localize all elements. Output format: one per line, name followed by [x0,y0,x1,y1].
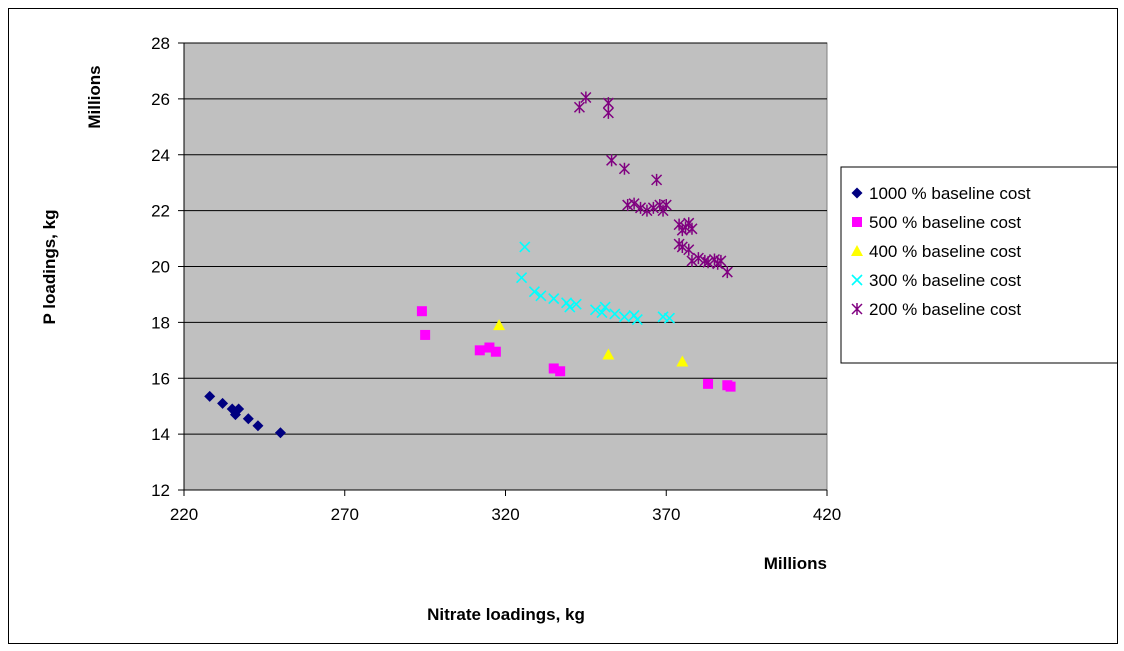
data-point [683,243,695,256]
y-tick-label: 20 [151,258,170,277]
data-point [580,91,592,104]
legend-label: 400 % baseline cost [869,242,1021,261]
x-tick-label: 320 [491,505,519,524]
data-point [535,290,547,302]
data-point [416,306,427,317]
data-point [573,101,585,114]
y-tick-label: 14 [151,425,170,444]
data-point [490,346,501,357]
data-point [686,222,698,235]
data-point [631,314,643,326]
data-point [606,154,618,167]
data-point [204,390,216,402]
data-point [676,355,689,367]
data-point [516,272,528,284]
data-point [596,307,608,319]
data-point [663,312,676,324]
data-point [602,106,614,119]
legend-entry: 500 % baseline cost [852,213,1021,232]
y-axis-title: P loadings, kg [40,210,59,325]
legend-marker [851,245,863,256]
data-point [703,378,714,389]
data-point [660,199,672,212]
data-point [634,201,647,214]
data-point [647,201,659,214]
y-tick-label: 26 [151,90,170,109]
axes [178,42,828,496]
legend-entry: 400 % baseline cost [851,242,1021,261]
data-point [555,366,566,377]
data-point [548,363,559,374]
x-axis-title: Nitrate loadings, kg [427,605,585,624]
legend-box [840,166,1117,364]
legend-entry: 300 % baseline cost [851,271,1021,290]
data-point [702,256,714,269]
data-point [528,286,541,298]
tick-labels: 12 14 16 18 20 22 24 26 28 220 270 320 370 420 [151,34,841,524]
gridlines [184,42,827,435]
legend-label: 300 % baseline cost [869,271,1021,290]
scatter-chart: 12 14 16 18 20 22 24 26 28 220 270 320 370 420 Millio… [40,34,1117,624]
y-tick-label: 22 [151,202,170,221]
data-point [641,204,653,217]
data-point [609,308,621,320]
data-point [252,420,264,432]
data-point [692,252,704,265]
data-point [548,293,560,305]
legend-label: 200 % baseline cost [869,300,1021,319]
data-point [686,254,698,267]
data-point [519,241,531,253]
series-2 [416,306,736,392]
data-point [570,298,582,310]
x-axis-unit-label: Millions [764,554,827,573]
x-tick-label: 270 [331,505,359,524]
data-point [599,301,611,313]
data-point [715,254,727,267]
series-1 [204,390,286,439]
legend-marker [852,217,862,227]
data-point [589,304,602,316]
y-tick-label: 24 [151,146,170,165]
x-tick-label: 220 [170,505,198,524]
y-tick-label: 12 [151,481,170,500]
legend-label: 1000 % baseline cost [869,184,1031,203]
data-point [564,301,576,313]
legend-entry: 1000 % baseline cost [851,184,1031,203]
data-point [233,403,245,415]
legend-marker [851,187,863,199]
legend-label: 500 % baseline cost [869,213,1021,232]
data-point [628,197,640,210]
data-point [651,173,663,186]
data-point [484,342,495,353]
legend: 1000 % baseline cost 500 % baseline cost 4… [840,166,1117,364]
data-point [420,329,431,340]
data-points [204,91,736,439]
series-3 [493,319,689,367]
chart-frame: 12 14 16 18 20 22 24 26 28 220 270 320 370 420 Millio… [8,8,1118,644]
legend-entry: 200 % baseline cost [851,300,1021,319]
data-point [493,319,506,331]
data-point [721,266,733,279]
y-tick-label: 28 [151,34,170,53]
data-point [618,162,630,175]
data-point [602,348,615,360]
series-4 [516,241,676,326]
x-tick-label: 420 [813,505,841,524]
y-tick-label: 16 [151,369,170,388]
y-tick-label: 18 [151,313,170,332]
data-point [274,427,286,439]
data-point [725,381,736,392]
data-point [618,311,631,323]
data-point [217,397,229,409]
legend-marker [851,303,863,315]
data-point [657,311,669,323]
data-point [474,345,485,356]
data-point [242,413,254,425]
y-axis-unit-label: Millions [85,65,104,128]
legend-marker [851,274,863,286]
x-tick-label: 370 [652,505,680,524]
data-point [676,240,688,253]
data-point [622,199,634,212]
series-5 [573,91,733,279]
